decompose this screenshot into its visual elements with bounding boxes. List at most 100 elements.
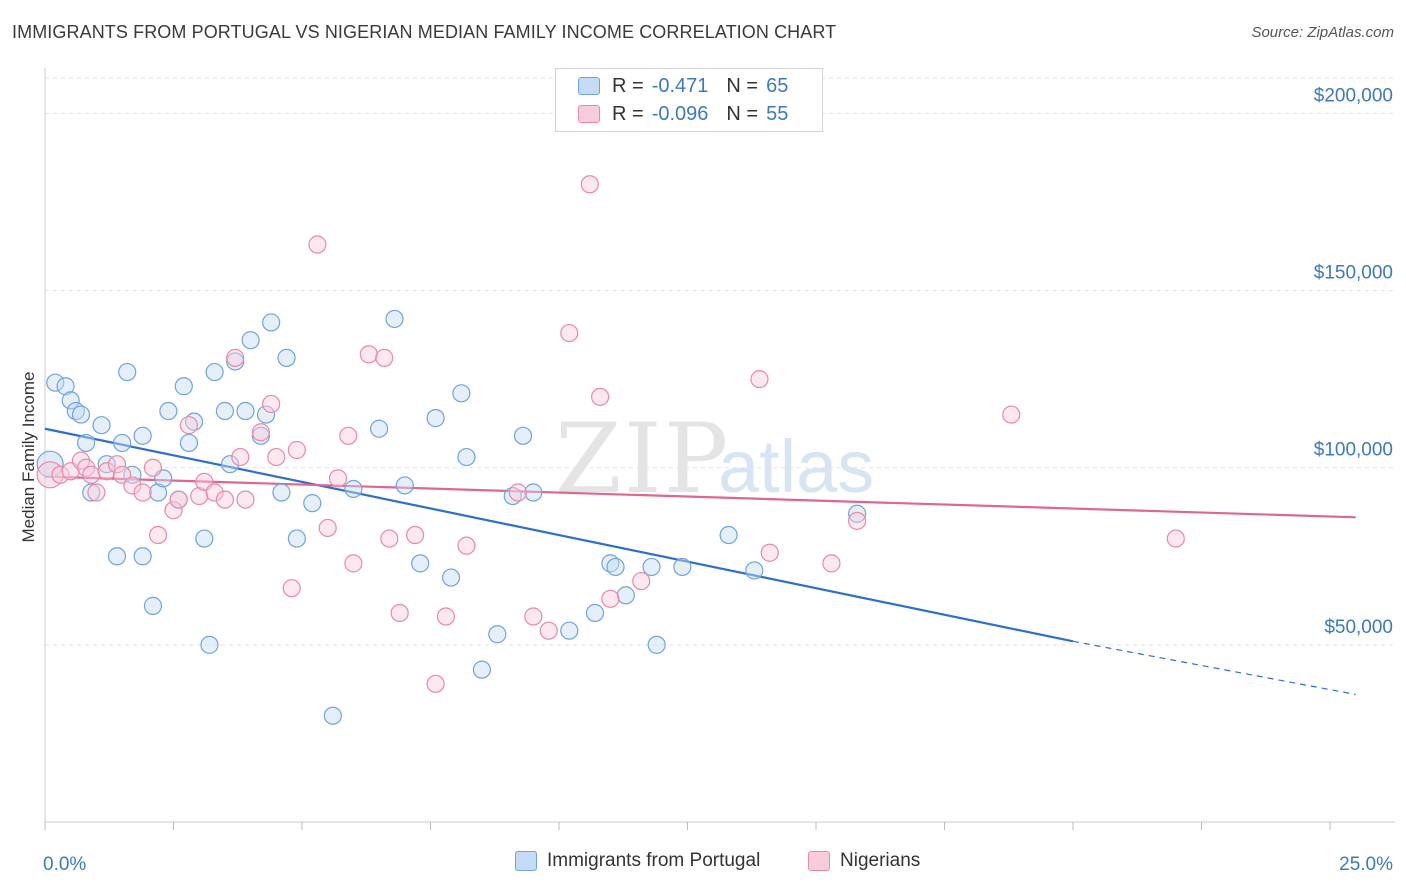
point-portugal — [46, 373, 65, 392]
point-nigerians — [190, 486, 209, 506]
trend-lines — [44, 427, 1356, 696]
point-nigerians — [179, 416, 199, 435]
point-nigerians — [87, 483, 106, 502]
point-portugal — [395, 476, 414, 495]
point-nigerians — [1166, 529, 1185, 548]
point-portugal — [179, 433, 199, 453]
point-portugal — [370, 419, 389, 438]
point-portugal — [344, 479, 363, 499]
point-portugal — [241, 331, 260, 350]
point-nigerians — [426, 674, 445, 693]
legend-swatch-nigerians — [808, 851, 830, 871]
point-portugal — [220, 455, 240, 474]
point-portugal — [112, 433, 132, 453]
point-portugal — [118, 362, 137, 382]
point-portugal — [77, 433, 96, 453]
point-nigerians — [226, 348, 245, 367]
point-nigerians — [169, 490, 188, 509]
point-nigerians — [822, 554, 841, 573]
legend-row-nigerians: R = -0.096 N = 55 — [578, 101, 788, 127]
point-portugal — [524, 483, 543, 502]
y-axis-label: Median Family Income — [19, 371, 38, 542]
point-nigerians — [750, 370, 769, 389]
y-tick-label: $200,000 — [1314, 85, 1393, 106]
point-nigerians — [267, 447, 286, 467]
point-nigerians — [328, 469, 348, 488]
point-nigerians — [164, 501, 183, 520]
legend-row-portugal: R = -0.471 N = 65 — [578, 73, 788, 99]
point-portugal — [184, 412, 204, 431]
point-nigerians — [436, 607, 456, 626]
watermark: ZIP atlas — [555, 403, 874, 515]
legend-n-value: 65 — [766, 74, 789, 97]
stats-legend: R = -0.471 N = 65 R = -0.096 N = 55 — [555, 68, 823, 132]
tick-labels: $50,000 $100,000 $150,000 $200,000 0.0% 25.0% — [43, 85, 1393, 875]
point-portugal — [272, 483, 291, 502]
point-nigerians — [262, 394, 281, 414]
point-portugal — [262, 313, 281, 332]
point-portugal — [174, 377, 193, 396]
point-nigerians — [287, 440, 306, 460]
y-tick-label: $50,000 — [1324, 617, 1393, 638]
legend-r-label: R = — [612, 74, 644, 97]
point-nigerians — [560, 323, 579, 343]
point-nigerians — [405, 525, 425, 545]
point-nigerians — [236, 490, 255, 509]
legend-n-label: N = — [726, 102, 759, 125]
point-nigerians — [375, 348, 394, 367]
point-portugal — [82, 483, 101, 502]
point-portugal — [205, 362, 224, 382]
legend-label-nigerians: Nigerians — [840, 850, 921, 871]
point-portugal — [133, 547, 152, 566]
point-nigerians — [215, 490, 234, 509]
point-portugal — [71, 405, 91, 424]
point-portugal — [200, 635, 219, 654]
point-portugal — [123, 465, 142, 484]
point-nigerians — [205, 483, 224, 502]
legend-label-portugal: Immigrants from Portugal — [547, 850, 761, 871]
grid-lines — [45, 77, 1395, 646]
trend-line-portugal-extension — [1072, 640, 1356, 696]
point-portugal — [642, 557, 661, 577]
point-nigerians — [143, 458, 163, 477]
point-nigerians — [848, 511, 867, 530]
point-portugal — [503, 486, 522, 506]
point-portugal — [848, 504, 867, 523]
legend-swatch-nigerians — [578, 105, 600, 123]
point-portugal — [513, 426, 533, 445]
point-portugal — [601, 554, 620, 573]
point-portugal — [66, 401, 85, 421]
point-portugal — [323, 706, 342, 725]
point-portugal — [148, 483, 168, 502]
point-portugal — [411, 554, 430, 573]
point-nigerians — [580, 175, 599, 194]
point-portugal — [236, 401, 255, 421]
point-portugal — [472, 660, 491, 679]
point-portugal — [61, 391, 80, 410]
point-portugal — [719, 525, 738, 545]
legend-r-value: -0.471 — [651, 74, 709, 97]
legend-item-nigerians: Nigerians — [808, 850, 920, 872]
point-portugal — [426, 409, 445, 428]
y-tick-label: $150,000 — [1314, 263, 1393, 284]
legend-swatch-portugal — [578, 77, 600, 95]
point-nigerians — [251, 423, 270, 442]
point-nigerians — [524, 607, 543, 626]
point-portugal — [488, 625, 507, 644]
point-portugal — [159, 401, 178, 421]
point-nigerians — [601, 589, 620, 608]
point-portugal — [647, 635, 666, 654]
point-portugal — [143, 596, 163, 615]
point-nigerians — [97, 462, 116, 481]
x-tick-label: 25.0% — [1339, 854, 1393, 875]
legend-r-value: -0.096 — [651, 102, 709, 125]
point-portugal — [560, 621, 579, 640]
point-portugal — [107, 547, 127, 566]
point-portugal — [385, 309, 404, 329]
point-nigerians — [380, 529, 399, 548]
y-tick-label: $100,000 — [1314, 440, 1393, 461]
trend-line-nigerians — [44, 475, 1356, 519]
point-nigerians — [457, 536, 476, 555]
point-nigerians — [82, 465, 101, 484]
